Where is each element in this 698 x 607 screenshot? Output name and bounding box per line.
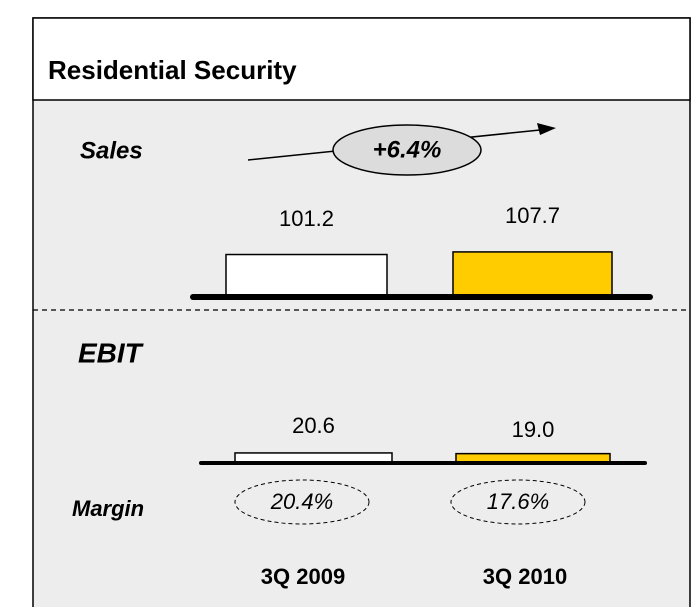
margin-value: 17.6% <box>487 489 549 514</box>
bar <box>225 253 388 296</box>
growth-label: +6.4% <box>373 136 442 163</box>
header <box>32 17 691 101</box>
sales-label: Sales <box>80 137 143 164</box>
bar <box>452 251 613 296</box>
growth-bubble <box>332 124 482 176</box>
margin-label: Margin <box>72 496 144 521</box>
margin-bubble <box>234 479 370 525</box>
bar <box>455 452 611 463</box>
bar <box>234 452 393 463</box>
category-label: 3Q 2009 <box>261 564 345 589</box>
panel <box>32 17 691 607</box>
category-label: 3Q 2010 <box>483 564 567 589</box>
title: Residential Security <box>48 55 297 85</box>
ebit-label: EBIT <box>78 337 145 368</box>
margin-value: 20.4% <box>270 489 333 514</box>
value-label: 101.2 <box>279 206 334 231</box>
value-label: 19.0 <box>512 417 555 442</box>
arrow-head <box>537 123 556 135</box>
value-label: 107.7 <box>505 203 560 228</box>
margin-bubble <box>450 479 586 525</box>
value-label: 20.6 <box>292 413 335 438</box>
